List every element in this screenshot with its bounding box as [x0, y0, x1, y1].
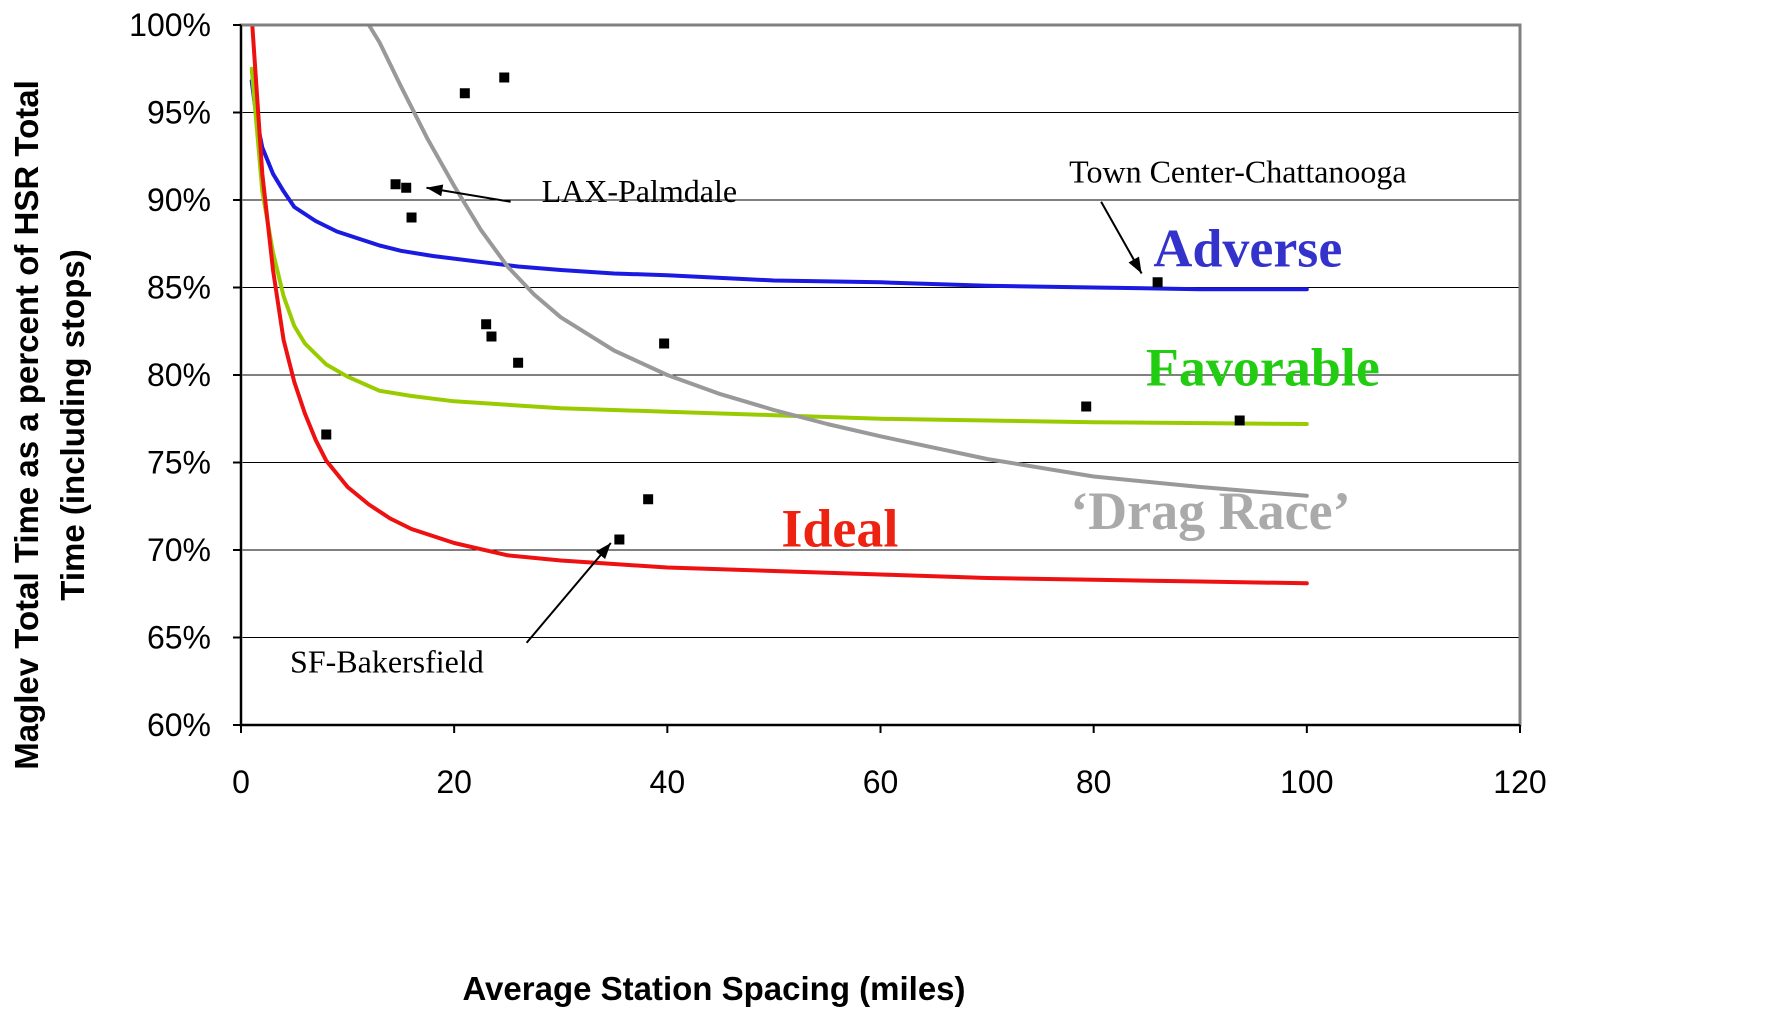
data-marker — [1234, 415, 1245, 426]
y-axis-title-line2: Time (including stops) — [54, 249, 91, 600]
x-tick-label: 100 — [1280, 764, 1333, 800]
annotation-text: LAX-Palmdale — [542, 173, 738, 209]
series-line-adverse — [249, 79, 1309, 292]
y-tick-label: 95% — [147, 95, 211, 131]
series-label-favorable: Favorable — [1146, 338, 1380, 398]
data-marker — [486, 331, 497, 342]
series-label-ideal: Ideal — [781, 499, 898, 559]
series-line-favorable — [249, 66, 1309, 426]
data-marker — [614, 534, 625, 545]
data-marker — [499, 72, 510, 83]
series-label-adverse: Adverse — [1153, 219, 1342, 279]
x-tick-label: 0 — [232, 764, 250, 800]
data-markers — [321, 72, 1245, 545]
data-marker — [1081, 401, 1092, 412]
x-tick-label: 40 — [650, 764, 686, 800]
series-line-dragrace — [366, 25, 1309, 498]
y-tick-label: 85% — [147, 270, 211, 306]
annotation-arrowhead — [426, 184, 444, 197]
x-tick-label: 80 — [1076, 764, 1112, 800]
data-marker — [1152, 277, 1163, 288]
x-tick-label: 120 — [1493, 764, 1546, 800]
annotation-arrowhead — [1128, 256, 1142, 274]
annotation-text: Town Center-Chattanooga — [1069, 154, 1406, 190]
x-tick-label: 20 — [436, 764, 472, 800]
data-marker — [459, 88, 470, 99]
data-marker — [321, 429, 332, 440]
series-lines — [249, 25, 1309, 586]
x-axis-title: Average Station Spacing (miles) — [462, 970, 965, 1007]
tick-labels: 60% 65% 70% 75% 80% 85% 90% 95% 100% 0 20 40 60 80 100… — [129, 7, 1547, 800]
annotation-arrowhead — [595, 543, 611, 560]
data-marker — [481, 319, 492, 330]
y-tick-label: 90% — [147, 182, 211, 218]
annotation-text: SF-Bakersfield — [290, 644, 484, 680]
y-tick-label: 75% — [147, 445, 211, 481]
data-marker — [406, 212, 417, 223]
x-tick-label: 60 — [863, 764, 899, 800]
annotations: LAX-Palmdale Town Center-Chattanooga SF-Ba… — [290, 154, 1407, 680]
y-axis-title-line1: Maglev Total Time as a percent of HSR To… — [8, 80, 45, 770]
y-tick-label: 70% — [147, 532, 211, 568]
data-marker — [401, 182, 412, 193]
data-marker — [659, 338, 670, 349]
gridlines — [241, 112, 1520, 638]
y-tick-label: 60% — [147, 707, 211, 743]
series-label-dragrace: ‘Drag Race’ — [1070, 481, 1350, 541]
data-marker — [513, 357, 524, 368]
y-tick-label: 65% — [147, 620, 211, 656]
annotation-arrow-line — [525, 542, 612, 644]
series-line-ideal — [250, 25, 1309, 586]
data-marker — [643, 494, 654, 505]
y-tick-label: 100% — [129, 7, 211, 43]
series-labels: Adverse Favorable Ideal ‘Drag Race’ — [781, 219, 1379, 559]
data-marker — [390, 179, 401, 190]
y-tick-label: 80% — [147, 357, 211, 393]
